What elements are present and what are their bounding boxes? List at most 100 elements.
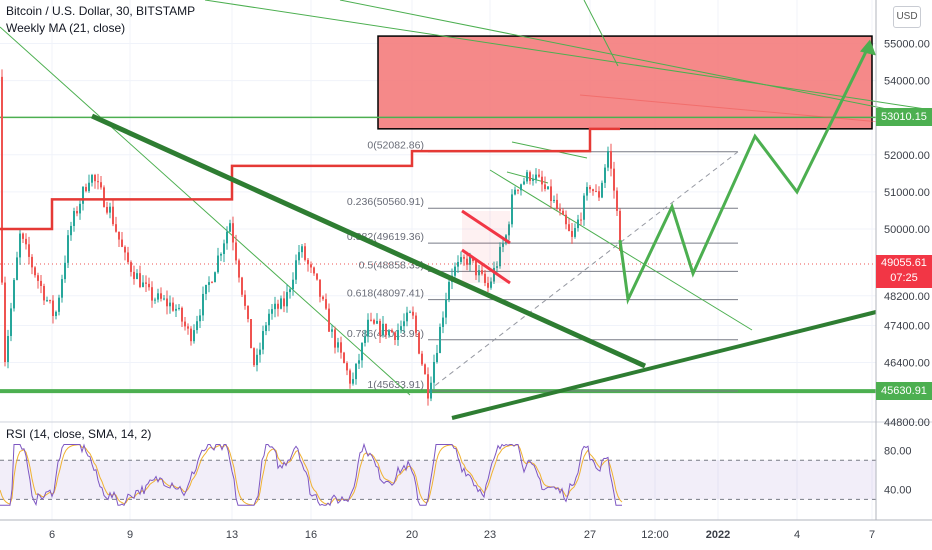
candle-body bbox=[358, 360, 360, 364]
trendline bbox=[204, 0, 932, 111]
candle-body bbox=[175, 308, 177, 311]
candle-body bbox=[169, 302, 171, 307]
candle bbox=[358, 353, 360, 370]
candle bbox=[490, 277, 492, 290]
candle-body bbox=[37, 275, 39, 281]
candle bbox=[367, 313, 369, 343]
rsi-title[interactable]: RSI (14, close, SMA, 14, 2) bbox=[6, 427, 152, 441]
candle bbox=[190, 326, 192, 346]
candle-body bbox=[76, 211, 78, 214]
candle bbox=[436, 344, 438, 364]
candle bbox=[538, 169, 540, 178]
time-tick-label: 16 bbox=[305, 529, 317, 541]
candle-body bbox=[493, 267, 495, 282]
candle-body bbox=[322, 296, 324, 300]
candle-body bbox=[220, 254, 222, 256]
candle bbox=[559, 203, 561, 216]
candle-body bbox=[481, 270, 483, 274]
candle-body bbox=[364, 336, 366, 343]
candle bbox=[178, 303, 180, 311]
countdown-timer: 07:25 bbox=[890, 272, 918, 285]
candle-body bbox=[49, 300, 51, 302]
candle bbox=[40, 274, 42, 294]
candle-body bbox=[46, 300, 48, 302]
candle-body bbox=[154, 299, 156, 301]
candle-body bbox=[100, 182, 102, 188]
price-tick-label: 52000.00 bbox=[884, 150, 930, 162]
candle bbox=[247, 305, 249, 323]
candle-body bbox=[79, 203, 81, 214]
candle bbox=[427, 367, 429, 406]
candle bbox=[139, 265, 141, 289]
candle bbox=[316, 273, 318, 281]
candle-body bbox=[256, 354, 258, 366]
candle-body bbox=[142, 282, 144, 288]
candle-body bbox=[571, 231, 573, 237]
candle bbox=[547, 186, 549, 190]
candle-body bbox=[226, 231, 228, 244]
candle-body bbox=[619, 210, 621, 251]
candle-body bbox=[367, 319, 369, 337]
indicator-title[interactable]: Weekly MA (21, close) bbox=[6, 21, 126, 35]
candle bbox=[475, 260, 477, 281]
candle bbox=[100, 175, 102, 190]
candle-body bbox=[187, 326, 189, 329]
candle bbox=[157, 288, 159, 303]
flag-upper-line bbox=[461, 209, 511, 245]
time-tick-label: 27 bbox=[584, 529, 596, 541]
candle bbox=[127, 246, 129, 265]
candle bbox=[37, 272, 39, 289]
candle bbox=[94, 173, 96, 189]
candle bbox=[388, 329, 390, 338]
candle-body bbox=[31, 256, 33, 268]
candle-body bbox=[274, 303, 276, 310]
candle bbox=[154, 297, 156, 304]
candle-body bbox=[232, 223, 234, 243]
candle-body bbox=[418, 332, 420, 354]
candle bbox=[265, 321, 267, 336]
candle bbox=[478, 265, 480, 283]
candle bbox=[439, 323, 441, 354]
candle bbox=[259, 342, 261, 363]
candle-body bbox=[85, 186, 87, 192]
candle bbox=[292, 272, 294, 296]
candle bbox=[304, 243, 306, 262]
fib-trend-line bbox=[427, 151, 739, 392]
candle bbox=[277, 299, 279, 317]
candle bbox=[364, 329, 366, 347]
drawing-tools[interactable] bbox=[90, 113, 877, 420]
candle bbox=[25, 233, 27, 250]
symbol-title[interactable]: Bitcoin / U.S. Dollar, 30, BITSTAMP bbox=[6, 4, 196, 18]
candle-body bbox=[463, 257, 465, 259]
current-price-tag: 49055.61 07:25 bbox=[876, 255, 932, 289]
candle-body bbox=[520, 184, 522, 191]
candle-body bbox=[547, 186, 549, 189]
candle bbox=[4, 276, 6, 367]
candle-body bbox=[328, 308, 330, 332]
fib-level-label: 1(45633.91) bbox=[367, 379, 424, 391]
candle-body bbox=[442, 317, 444, 327]
candle-body bbox=[478, 270, 480, 276]
candle-body bbox=[13, 279, 15, 309]
currency-badge[interactable]: USD bbox=[893, 6, 921, 28]
candle bbox=[112, 199, 114, 227]
candle bbox=[415, 312, 417, 337]
candle-body bbox=[253, 348, 255, 366]
candle-body bbox=[499, 246, 501, 267]
candle bbox=[346, 361, 348, 376]
candle bbox=[550, 179, 552, 209]
candle-body bbox=[214, 272, 216, 283]
candle bbox=[124, 245, 126, 261]
candle-body bbox=[313, 267, 315, 274]
candle bbox=[361, 342, 363, 368]
projection-path[interactable] bbox=[618, 39, 876, 305]
candle bbox=[22, 232, 24, 244]
candle-body bbox=[10, 308, 12, 336]
candle-body bbox=[394, 332, 396, 340]
candle bbox=[133, 265, 135, 285]
candle-body bbox=[193, 330, 195, 342]
candle bbox=[196, 315, 198, 334]
candle bbox=[268, 309, 270, 332]
candle-body bbox=[577, 219, 579, 229]
